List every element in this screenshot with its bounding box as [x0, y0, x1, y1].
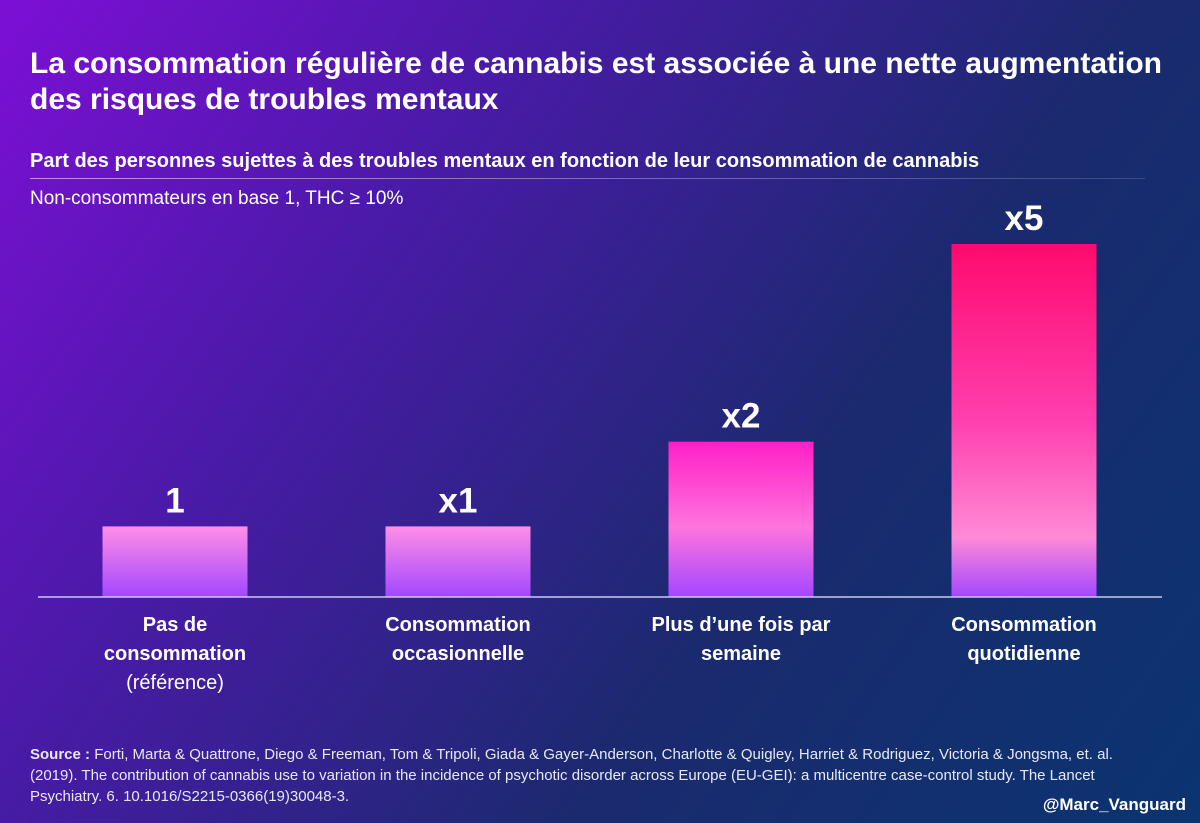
category-label-3: Plus d’une fois par semaine: [631, 611, 851, 669]
source-citation: Source : Forti, Marta & Quattrone, Diego…: [30, 744, 1150, 807]
chart-subtitle: Part des personnes sujettes à des troubl…: [30, 150, 980, 172]
category-label-3-line2: semaine: [700, 643, 782, 665]
category-label-2-line2: occasionnelle: [391, 643, 525, 665]
bar-1: [102, 526, 248, 597]
data-label-3: x2: [722, 397, 761, 436]
chart-title: La consommation régulière de cannabis es…: [30, 47, 1162, 116]
category-label-4-line2: quotidienne: [967, 643, 1081, 665]
bar-2: [385, 526, 531, 597]
category-label-1: Pas de consommation (référence): [65, 611, 285, 698]
category-label-1-line2: consommation: [103, 643, 247, 665]
data-label-4: x5: [1005, 199, 1044, 238]
category-label-1-line3: (référence): [126, 672, 224, 694]
chart-note: Non-consommateurs en base 1, THC ≥ 10%: [30, 188, 404, 209]
bar-3: [668, 441, 814, 597]
source-label: Source :: [30, 746, 91, 763]
data-label-2: x1: [439, 481, 478, 520]
bar-4: [951, 244, 1097, 597]
source-text: Forti, Marta & Quattrone, Diego & Freema…: [30, 746, 1113, 805]
category-label-2-line1: Consommation: [385, 614, 531, 636]
category-label-3-line1: Plus d’une fois par: [651, 614, 831, 636]
category-label-2: Consommation occasionnelle: [348, 611, 568, 669]
category-label-4-line1: Consommation: [951, 614, 1097, 636]
subtitle-divider: [30, 178, 1145, 179]
data-label-1: 1: [165, 481, 184, 520]
category-label-1-line1: Pas de: [142, 614, 208, 636]
author-handle: @Marc_Vanguard: [1042, 795, 1186, 814]
category-label-4: Consommation quotidienne: [914, 611, 1134, 669]
